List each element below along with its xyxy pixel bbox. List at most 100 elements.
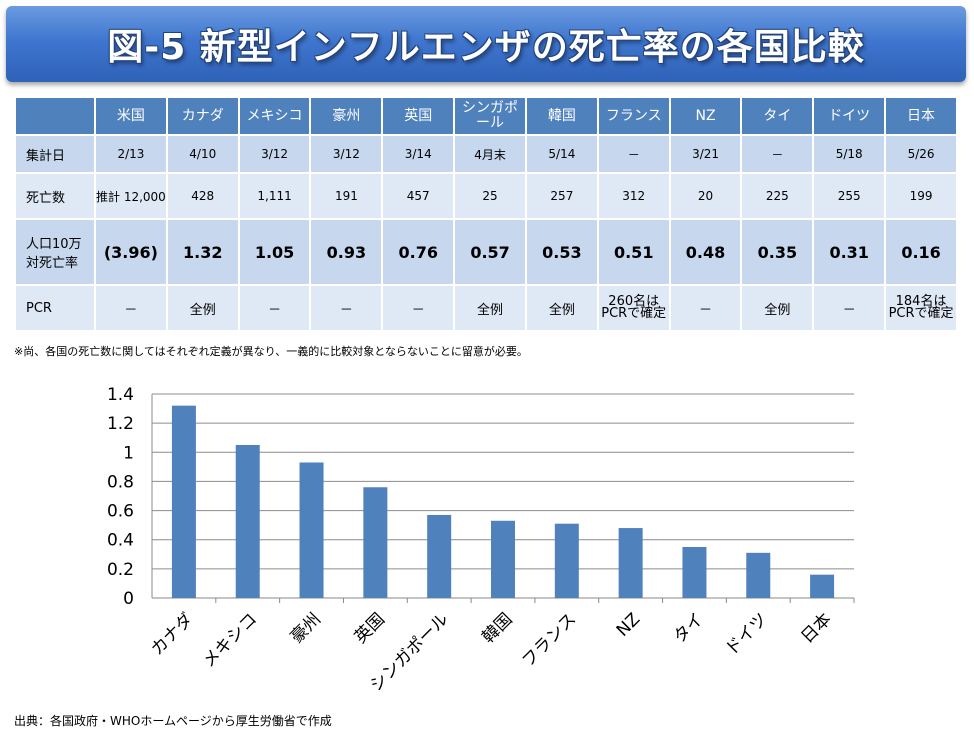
table-cell: 1,111: [237, 172, 312, 220]
y-tick-label: 1: [123, 443, 134, 463]
x-tick-label: ドイツ: [722, 609, 772, 659]
y-tick-label: 0.8: [107, 472, 134, 492]
bar: [235, 445, 260, 598]
country-header: NZ: [668, 96, 743, 136]
table-cell: 184名は PCRで確定: [884, 284, 958, 332]
table-row: 人口10万対死亡率 (3.96) 1.32 1.05 0.93 0.76 0.5…: [14, 218, 958, 286]
country-header: タイ: [740, 96, 815, 136]
table-cell: 3/21: [668, 134, 743, 174]
table-cell: 0.31: [812, 218, 887, 286]
table-cell: 257: [524, 172, 599, 220]
table-cell: 2/13: [94, 134, 168, 174]
table-cell: 20: [668, 172, 743, 220]
corner-header: [14, 96, 96, 136]
row-label: PCR: [14, 284, 96, 332]
table-cell: 255: [812, 172, 887, 220]
y-tick-label: 0.4: [107, 531, 134, 551]
bar: [810, 574, 835, 598]
table-cell: －: [740, 134, 815, 174]
table-cell: －: [596, 134, 671, 174]
x-tick-label: 日本: [797, 609, 835, 647]
y-tick-label: 1.4: [107, 385, 134, 405]
table-row: PCR － 全例 － － － 全例 全例 260名は PCRで確定 － 全例 －…: [14, 284, 958, 332]
page-title: 図-5 新型インフルエンザの死亡率の各国比較: [107, 27, 865, 68]
table-cell: －: [668, 284, 743, 332]
table-cell: －: [309, 284, 384, 332]
y-tick-label: 0: [123, 589, 134, 609]
country-header: 豪州: [309, 96, 384, 136]
table-cell: 0.35: [740, 218, 815, 286]
table-cell: 0.48: [668, 218, 743, 286]
table-cell: 3/12: [237, 134, 312, 174]
table-cell: 0.93: [309, 218, 384, 286]
table-cell: 225: [740, 172, 815, 220]
table-cell: －: [812, 284, 887, 332]
table-cell: －: [237, 284, 312, 332]
table-cell: 0.53: [524, 218, 599, 286]
table-cell: 4月末: [453, 134, 527, 174]
table-cell: 5/14: [524, 134, 599, 174]
bar: [427, 514, 452, 598]
x-tick-label: 豪州: [286, 609, 325, 648]
row-label: 集計日: [14, 134, 96, 174]
table-cell: 199: [884, 172, 958, 220]
table-row: 集計日 2/13 4/10 3/12 3/12 3/14 4月末 5/14 － …: [14, 134, 958, 174]
table-cell: 5/26: [884, 134, 958, 174]
table-cell: 312: [596, 172, 671, 220]
bar: [682, 547, 707, 598]
x-tick-label: タイ: [670, 609, 708, 647]
footnote: ※尚、各国の死亡数に関してはそれぞれ定義が異なり、一義的に比較対象とならないこと…: [14, 345, 528, 358]
table-cell: 1.05: [237, 218, 312, 286]
table-cell: 0.16: [884, 218, 958, 286]
y-tick-label: 0.6: [107, 502, 134, 522]
table-cell: －: [94, 284, 168, 332]
table-cell: 3/12: [309, 134, 384, 174]
table-cell: 全例: [740, 284, 815, 332]
table-cell: 457: [381, 172, 456, 220]
bar: [299, 462, 324, 598]
table-cell: 推計 12,000: [94, 172, 168, 220]
y-tick-label: 0.2: [107, 560, 134, 580]
table-cell: 全例: [453, 284, 527, 332]
table-cell: 全例: [165, 284, 240, 332]
table-cell: 1.32: [165, 218, 240, 286]
x-tick-label: 英国: [351, 609, 389, 647]
x-tick-label: NZ: [613, 609, 644, 640]
table-cell: 全例: [524, 284, 599, 332]
bar: [363, 487, 388, 598]
x-tick-label: メキシコ: [199, 609, 261, 671]
country-header: メキシコ: [237, 96, 312, 136]
country-header: シンガポール: [453, 96, 527, 136]
country-header: フランス: [596, 96, 671, 136]
country-header: 米国: [94, 96, 168, 136]
bar: [171, 405, 196, 598]
table-cell: 428: [165, 172, 240, 220]
country-header: 英国: [381, 96, 456, 136]
table-cell: 5/18: [812, 134, 887, 174]
source-note: 出典：各国政府・WHOホームページから厚生労働省で作成: [14, 714, 332, 728]
x-tick-label: フランス: [518, 609, 580, 671]
bar: [554, 523, 579, 598]
bar: [618, 528, 643, 598]
x-tick-label: カナダ: [147, 609, 197, 659]
x-tick-label: 韓国: [478, 609, 516, 647]
table-cell: 0.51: [596, 218, 671, 286]
table-cell: －: [381, 284, 456, 332]
country-header: カナダ: [165, 96, 240, 136]
table-cell: 4/10: [165, 134, 240, 174]
country-header: 日本: [884, 96, 958, 136]
table-cell: 25: [453, 172, 527, 220]
bar: [491, 520, 515, 598]
table-cell: 0.57: [453, 218, 527, 286]
table-cell: 3/14: [381, 134, 456, 174]
y-tick-label: 1.2: [107, 414, 134, 434]
country-header: ドイツ: [812, 96, 887, 136]
table-cell: 260名は PCRで確定: [596, 284, 671, 332]
row-label: 死亡数: [14, 172, 96, 220]
bar: [746, 552, 771, 598]
table-cell: 0.76: [381, 218, 456, 286]
table-cell: 191: [309, 172, 384, 220]
table-cell: (3.96): [94, 218, 168, 286]
table-row: 死亡数 推計 12,000 428 1,111 191 457 25 257 3…: [14, 172, 958, 220]
